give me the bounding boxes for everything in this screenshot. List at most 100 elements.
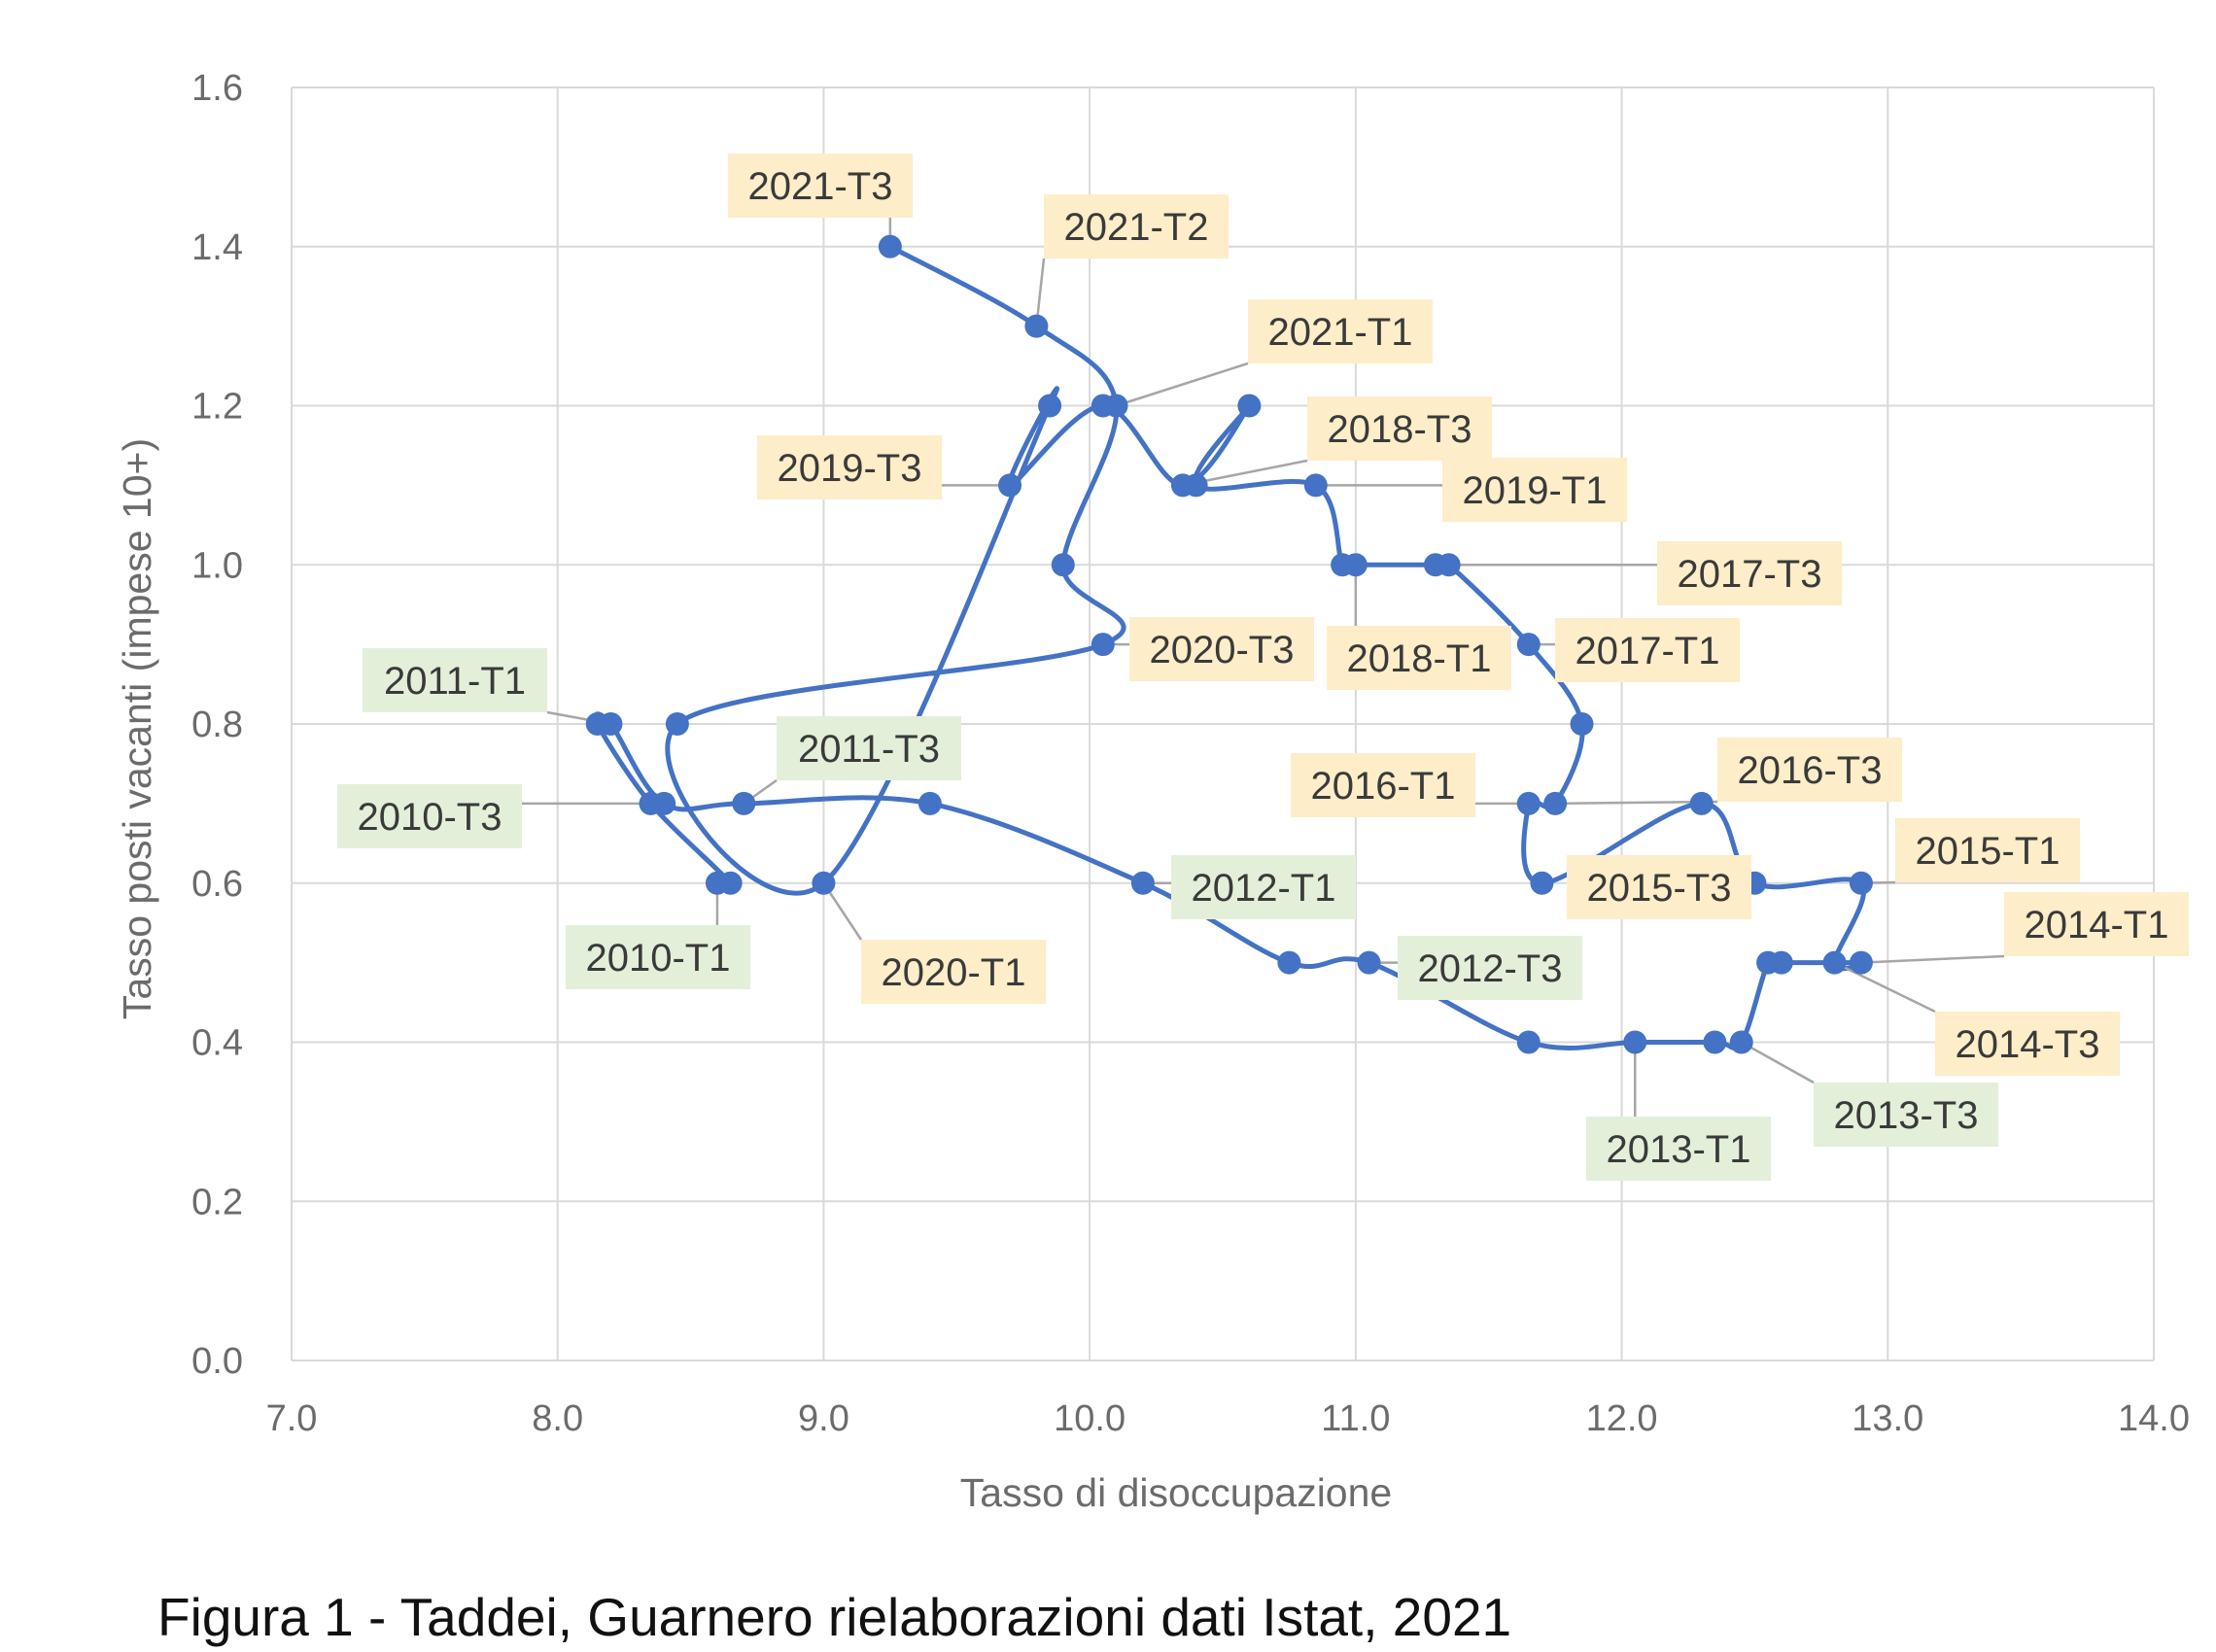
data-point <box>1331 553 1355 577</box>
data-point <box>1357 950 1381 975</box>
data-label: 2021-T2 <box>1044 194 1229 258</box>
data-label: 2014-T1 <box>2004 892 2189 956</box>
data-point <box>1516 1030 1541 1054</box>
data-label-box <box>1291 753 1475 817</box>
data-label: 2019-T3 <box>757 435 942 499</box>
y-tick-label: 1.6 <box>191 68 243 109</box>
y-tick-label: 0.2 <box>191 1182 243 1222</box>
data-point <box>1703 1030 1727 1054</box>
data-points <box>585 234 1873 1054</box>
data-label-box <box>1586 1117 1771 1181</box>
data-label-box <box>1555 618 1740 682</box>
data-label-box <box>1044 194 1229 258</box>
data-point <box>1104 394 1128 418</box>
data-label-text: 2014-T3 <box>1956 1023 2100 1066</box>
y-tick-label: 0.0 <box>191 1341 243 1382</box>
data-point <box>718 871 743 895</box>
data-label: 2016-T1 <box>1291 753 1475 817</box>
data-labels: 2010-T1 2010-T3 2011-T1 2011-T3 2012-T1 2012-… <box>337 154 2189 1181</box>
data-point <box>1849 950 1873 975</box>
data-label-box <box>1398 936 1582 1000</box>
data-label: 2010-T3 <box>337 784 522 848</box>
x-axis-title: Tasso di disoccupazione <box>960 1470 1392 1515</box>
y-tick-label: 1.2 <box>191 387 243 428</box>
data-label: 2014-T3 <box>1935 1012 2120 1076</box>
leader-line <box>1833 961 1936 1014</box>
data-label: 2011-T3 <box>777 716 961 780</box>
data-label-text: 2014-T1 <box>2025 904 2169 946</box>
data-label-box <box>1327 626 1511 690</box>
data-label-text: 2018-T1 <box>1347 637 1492 680</box>
data-point <box>1423 553 1447 577</box>
data-label-box <box>1895 818 2080 882</box>
data-label-text: 2017-T3 <box>1678 553 1822 596</box>
data-label: 2017-T3 <box>1657 541 1842 605</box>
data-label-text: 2012-T1 <box>1192 867 1336 910</box>
data-point <box>1038 394 1062 418</box>
y-axis-title: Tasso posti vacanti (impese 10+) <box>115 438 159 1019</box>
data-label-box <box>1567 855 1751 919</box>
data-label-text: 2013-T1 <box>1607 1128 1751 1171</box>
data-point <box>652 791 676 815</box>
data-label-text: 2020-T3 <box>1150 629 1295 671</box>
data-label-box <box>337 784 522 848</box>
data-label-box <box>1171 855 1356 919</box>
data-label-box <box>728 154 913 218</box>
data-point <box>1237 394 1262 418</box>
data-point <box>998 473 1022 498</box>
data-point <box>918 791 942 815</box>
data-label-text: 2010-T3 <box>358 796 502 839</box>
data-label: 2016-T3 <box>1717 738 1902 802</box>
data-label-text: 2013-T3 <box>1834 1094 1979 1137</box>
data-label-text: 2015-T3 <box>1587 867 1732 910</box>
data-label-text: 2018-T3 <box>1328 408 1472 451</box>
data-label-box <box>1935 1012 2120 1076</box>
figure-caption: Figura 1 - Taddei, Guarnero rielaborazio… <box>157 1587 1512 1647</box>
data-label-text: 2021-T2 <box>1064 206 1209 249</box>
data-label: 2020-T1 <box>861 940 1046 1004</box>
data-point <box>878 234 902 258</box>
data-label-text: 2021-T1 <box>1268 311 1413 354</box>
data-point <box>1091 633 1115 657</box>
data-label: 2015-T1 <box>1895 818 2080 882</box>
data-point <box>1849 871 1873 895</box>
data-label-box <box>1657 541 1842 605</box>
data-point <box>1769 950 1793 975</box>
x-tick-label: 9.0 <box>798 1398 849 1439</box>
data-point <box>665 712 689 736</box>
data-label-text: 2011-T1 <box>384 660 526 703</box>
data-point <box>1170 473 1195 498</box>
data-label-box <box>1248 299 1433 363</box>
y-tick-label: 1.4 <box>191 227 243 268</box>
data-point <box>1277 950 1301 975</box>
data-point <box>1689 791 1714 815</box>
data-label: 2017-T1 <box>1555 618 1740 682</box>
data-label-box <box>2004 892 2189 956</box>
data-point <box>1303 473 1328 498</box>
data-label-text: 2020-T1 <box>882 951 1026 994</box>
data-label: 2011-T1 <box>363 648 547 712</box>
data-point <box>1130 871 1155 895</box>
data-label: 2012-T3 <box>1398 936 1582 1000</box>
data-label: 2010-T1 <box>566 925 750 989</box>
x-tick-label: 11.0 <box>1321 1398 1390 1439</box>
data-point <box>1516 791 1541 815</box>
data-label-text: 2011-T3 <box>798 728 940 771</box>
chart: 7.0 8.0 9.0 10.0 11.0 12.0 13.0 14.0 0.0 0.2 0.4 0.… <box>115 68 2190 1515</box>
data-label: 2020-T3 <box>1129 617 1314 681</box>
data-point <box>1623 1030 1647 1054</box>
data-label-text: 2021-T3 <box>748 165 893 208</box>
data-label-text: 2019-T1 <box>1463 469 1608 512</box>
x-tick-label: 14.0 <box>2118 1398 2190 1439</box>
data-label: 2013-T3 <box>1814 1083 1998 1147</box>
x-tick-label: 8.0 <box>532 1398 583 1439</box>
x-tick-label: 10.0 <box>1054 1398 1125 1439</box>
data-label-text: 2010-T1 <box>586 937 731 980</box>
data-label: 2018-T3 <box>1307 396 1492 461</box>
data-label-box <box>1307 396 1492 461</box>
data-label: 2012-T1 <box>1171 855 1356 919</box>
data-point <box>1051 553 1075 577</box>
data-label: 2021-T3 <box>728 154 913 218</box>
data-label-text: 2019-T3 <box>778 447 922 490</box>
data-label-box <box>1442 458 1627 522</box>
